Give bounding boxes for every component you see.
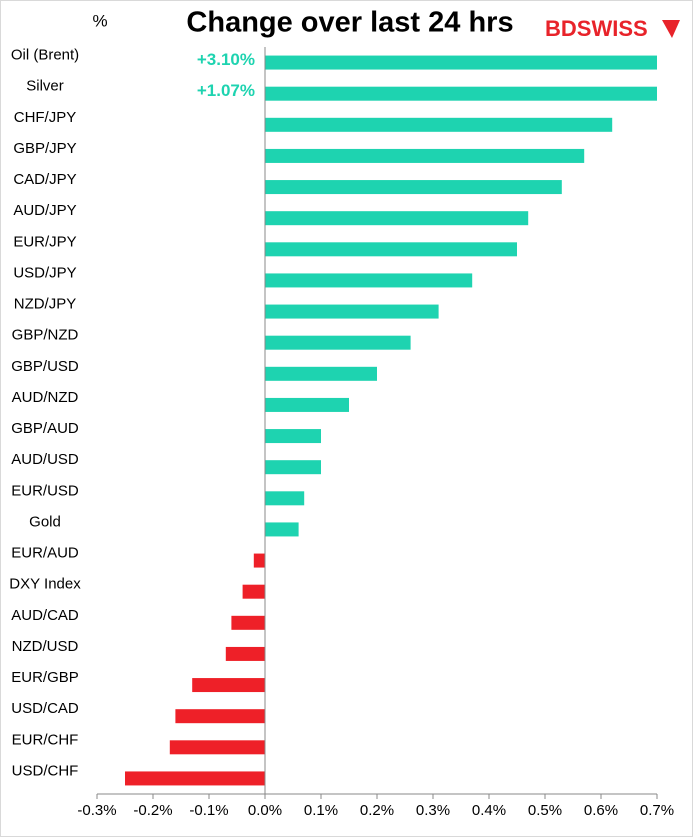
y-tick-label: USD/JPY [13,264,76,281]
y-tick-label: CHF/JPY [14,109,77,126]
bar [242,584,265,599]
y-tick-label: AUD/USD [11,451,79,468]
x-tick-label: -0.3% [77,802,116,819]
x-tick-label: 0.4% [472,802,506,819]
value-label: +3.10% [197,50,255,69]
y-tick-label: Oil (Brent) [11,47,79,64]
bar [125,771,265,786]
y-tick-label: CAD/JPY [13,171,76,188]
x-tick-label: 0.7% [640,802,674,819]
y-tick-label: Gold [29,513,61,530]
x-tick-label: 0.6% [584,802,618,819]
y-tick-label: USD/CAD [11,700,79,717]
bar [265,117,613,132]
bar [265,86,657,101]
y-tick-label: NZD/USD [12,638,79,655]
bar [169,740,265,755]
x-tick-label: -0.2% [133,802,172,819]
y-tick-label: GBP/JPY [13,140,76,157]
y-tick-label: EUR/CHF [12,731,79,748]
bar [231,615,265,630]
bar [253,553,265,568]
y-tick-label: GBP/USD [11,358,79,375]
x-tick-label: 0.0% [248,802,282,819]
bar [265,55,657,70]
y-tick-label: NZD/JPY [14,296,77,313]
y-tick-label: EUR/GBP [11,669,79,686]
y-tick-label: EUR/AUD [11,545,79,562]
y-tick-label: DXY Index [9,576,81,593]
bar [265,429,321,444]
bar [265,335,411,350]
bar [265,397,349,412]
x-tick-label: 0.3% [416,802,450,819]
bar [265,273,473,288]
y-tick-label: GBP/NZD [12,327,79,344]
bar [265,304,439,319]
value-label: +1.07% [197,81,255,100]
bar [265,366,377,381]
bar [225,646,265,661]
y-tick-label: Silver [26,78,64,95]
y-tick-label: EUR/JPY [13,233,76,250]
bar [265,148,585,163]
x-tick-label: 0.1% [304,802,338,819]
y-tick-label: AUD/NZD [12,389,79,406]
y-tick-label: USD/CHF [12,762,79,779]
logo-icon [662,20,680,38]
bar [265,460,321,475]
logo: BDSWISS [545,16,648,41]
y-tick-label: GBP/AUD [11,420,79,437]
y-tick-label: AUD/CAD [11,607,79,624]
chart-title: Change over last 24 hrs [186,7,513,39]
bar [265,211,529,226]
bar [265,522,299,537]
x-tick-label: 0.5% [528,802,562,819]
unit-label: % [92,11,107,30]
bar [192,678,265,693]
bar [265,491,305,506]
y-tick-label: EUR/USD [11,482,79,499]
x-tick-label: 0.2% [360,802,394,819]
bar [265,242,517,257]
y-tick-label: AUD/JPY [13,202,76,219]
bar [175,709,265,724]
bar [265,180,562,195]
x-tick-label: -0.1% [189,802,228,819]
